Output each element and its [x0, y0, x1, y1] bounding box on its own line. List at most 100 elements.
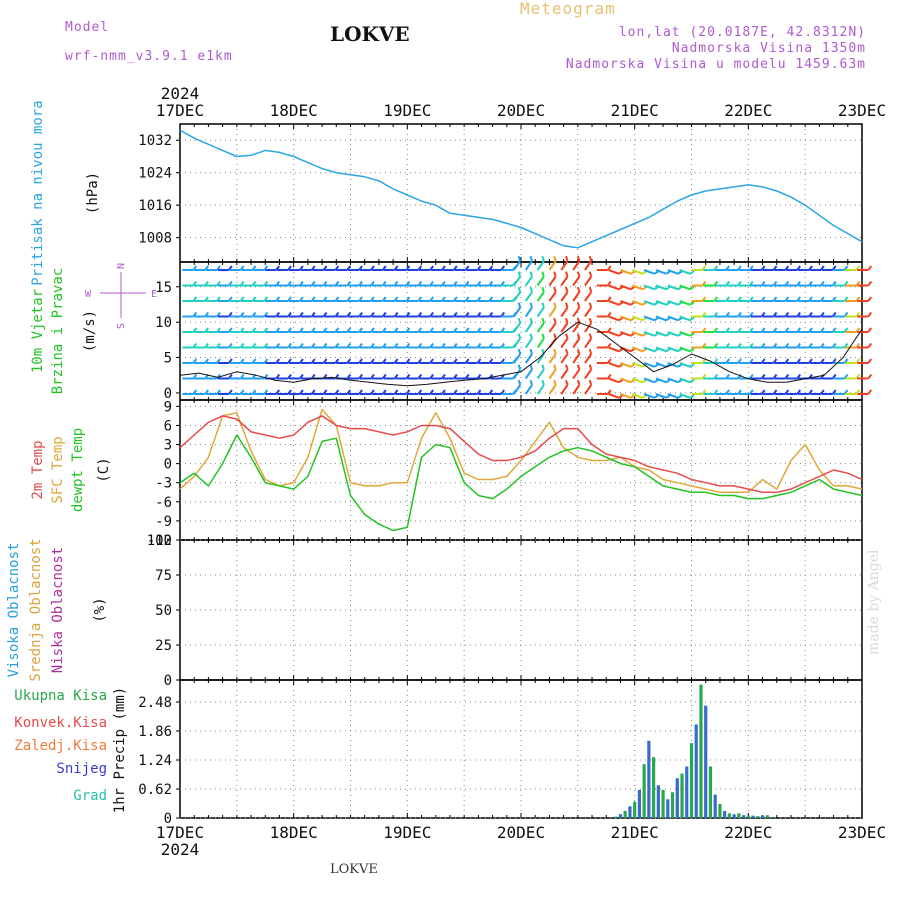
- wind-barb-flag: [749, 342, 754, 349]
- wind-barb: [655, 362, 667, 368]
- wind-barb-flag: [287, 342, 292, 349]
- wind-barb-flag: [441, 373, 446, 380]
- wind-axis-label-1: 10m Vjetar: [30, 289, 46, 373]
- wind-barb-flag: [464, 327, 470, 333]
- wind-barb-flag: [701, 327, 707, 333]
- wind-barb: [548, 260, 557, 271]
- wind-barb-flag: [855, 280, 861, 287]
- wind-barb-flag: [299, 296, 304, 302]
- compass-e: E: [151, 289, 157, 300]
- wind-barb-flag: [216, 296, 221, 302]
- precip-bar: [760, 815, 765, 818]
- wind-barb-flag: [405, 265, 411, 271]
- wind-barb-flag: [429, 389, 434, 395]
- wind-barb-flag: [476, 280, 482, 287]
- wind-barb-flag: [310, 389, 316, 395]
- wind-barb-flag: [588, 317, 593, 324]
- wind-barb-flag: [476, 327, 482, 333]
- precip-legend-item: Ukupna Kisa: [14, 688, 107, 704]
- wind-barb-flag: [263, 280, 269, 287]
- wind-barb-flag: [517, 317, 522, 324]
- wind-barb-flag: [713, 342, 719, 349]
- wind-barb-flag: [831, 358, 837, 364]
- wind-barb: [679, 269, 691, 275]
- wind-barb: [513, 353, 522, 364]
- wind-barb-flag: [192, 389, 198, 395]
- wind-barb: [655, 315, 667, 322]
- precip-bar: [623, 810, 627, 818]
- wind-barb-flag: [831, 311, 837, 318]
- wind-barb: [560, 306, 569, 318]
- wind-barb-flag: [541, 255, 545, 262]
- wind-barb-flag: [393, 342, 399, 349]
- wind-barb: [513, 337, 522, 349]
- wind-barb-flag: [713, 311, 719, 318]
- wind-barb-flag: [855, 327, 861, 333]
- top-day-label: 18DEC: [270, 101, 318, 120]
- wind-barb-flag: [541, 364, 545, 370]
- wind-barb: [655, 300, 667, 306]
- wind-barb-flag: [820, 358, 825, 364]
- bottom-day-label: 19DEC: [383, 823, 431, 842]
- wind-barb-flag: [358, 342, 363, 349]
- wind-barb-flag: [796, 342, 802, 349]
- precip-bar: [647, 740, 651, 818]
- wind-barb: [524, 384, 533, 395]
- wind-barb-flag: [275, 389, 281, 395]
- wind-barb-flag: [441, 280, 446, 287]
- top-day-label: 19DEC: [383, 101, 431, 120]
- wind-barb-flag: [322, 327, 328, 333]
- wind-barb-flag: [772, 389, 778, 395]
- wind-barb-flag: [310, 327, 316, 333]
- wind-barb: [572, 291, 581, 302]
- wind-barb-flag: [725, 327, 730, 333]
- sfc-axis-label: SFC Temp: [50, 436, 66, 503]
- y-tick-label-cloud: 50: [155, 603, 172, 619]
- model-name: wrf-nmm_v3.9.1 e1km: [65, 49, 233, 64]
- wind-barb-flag: [275, 327, 281, 333]
- precip-bar: [741, 815, 746, 818]
- wind-barb-flag: [855, 373, 861, 380]
- y-tick-label-temperature: 3: [164, 438, 172, 454]
- wind-barb-flag: [417, 389, 423, 395]
- wind-barb-flag: [346, 296, 352, 302]
- wind-barb-flag: [405, 358, 411, 364]
- wind-barb-flag: [405, 373, 411, 380]
- y-tick-label-precip: 0: [164, 811, 172, 827]
- wind-barb-flag: [204, 265, 210, 271]
- wind-barb-flag: [713, 358, 719, 364]
- wind-barb: [584, 306, 593, 318]
- wind-barb: [548, 306, 557, 318]
- wind-barb: [620, 331, 632, 337]
- wind-barb-flag: [358, 373, 363, 380]
- wind-barb-flag: [701, 265, 707, 271]
- wind-barb: [608, 300, 620, 306]
- wind-barb-flag: [488, 296, 494, 302]
- wind-barb-flag: [251, 327, 257, 333]
- wind-barb-flag: [796, 373, 802, 380]
- wind-barb-flag: [216, 342, 221, 349]
- wind-barb: [631, 331, 643, 337]
- wind-barb-flag: [263, 296, 269, 302]
- wind-barb-flag: [772, 296, 778, 302]
- wind-barb-flag: [606, 265, 612, 271]
- wind-barb: [608, 393, 620, 399]
- wind-barb-flag: [310, 342, 316, 349]
- wind-barb-flag: [251, 296, 257, 302]
- wind-barb-flag: [370, 311, 375, 318]
- wind-barb-flag: [310, 358, 316, 364]
- wind-barb-flag: [453, 311, 458, 318]
- wind-barb-flag: [441, 327, 446, 333]
- wind-barb-flag: [737, 311, 742, 318]
- wind-barb: [584, 291, 593, 302]
- wind-barb-flag: [749, 389, 754, 395]
- wind-barb-flag: [334, 389, 340, 395]
- wind-barb-flag: [228, 311, 233, 318]
- wind-barb-flag: [565, 317, 569, 324]
- y-tick-label-temperature: 0: [164, 457, 172, 473]
- wind-barb: [631, 346, 643, 353]
- wind-barb-flag: [784, 389, 790, 395]
- wind-barb-flag: [287, 296, 292, 302]
- wind-barb-flag: [689, 316, 695, 322]
- wind-barb-flag: [517, 255, 522, 262]
